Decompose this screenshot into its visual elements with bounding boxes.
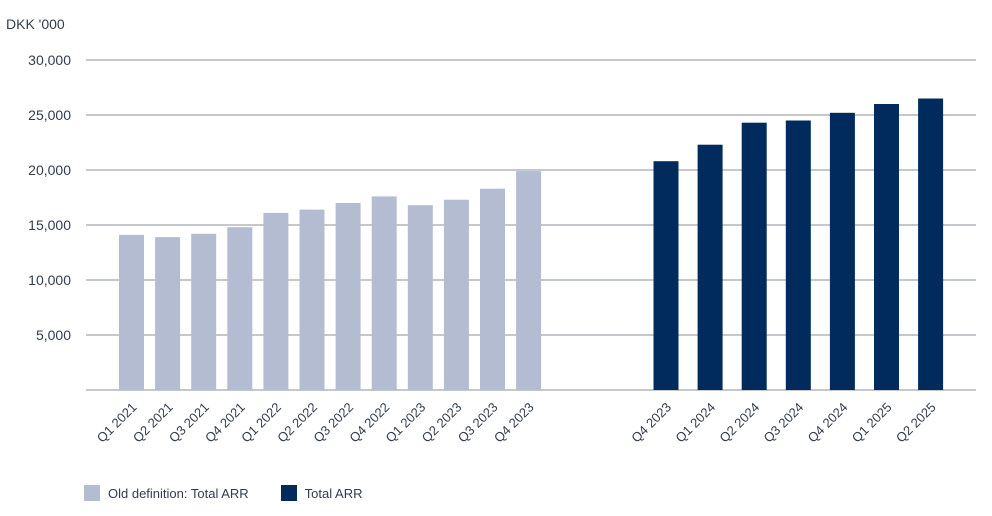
x-tick-label: Q2 2025 xyxy=(893,400,939,446)
bar-old-definition xyxy=(119,234,144,390)
bar-old-definition xyxy=(480,188,505,390)
legend-item-old-definition: Old definition: Total ARR xyxy=(84,485,249,501)
bar-old-definition xyxy=(371,196,397,390)
y-tick-label: 30,000 xyxy=(28,52,71,68)
x-tick-label: Q2 2024 xyxy=(716,400,762,446)
bar-total-arr xyxy=(829,112,855,391)
bar-old-definition xyxy=(263,212,289,390)
y-tick-label: 10,000 xyxy=(28,272,71,288)
bar-old-definition xyxy=(443,199,469,390)
x-tick-label: Q4 2024 xyxy=(805,400,851,446)
x-tick-label: Q4 2023 xyxy=(491,400,537,446)
x-tick-label: Q1 2025 xyxy=(849,400,895,446)
bar-total-arr xyxy=(697,144,723,390)
bar-old-definition xyxy=(155,237,181,390)
legend-swatch-total-arr xyxy=(280,485,297,501)
y-tick-label: 25,000 xyxy=(28,107,71,123)
chart-legend: Old definition: Total ARR Total ARR xyxy=(84,485,394,501)
bar-total-arr xyxy=(741,122,767,390)
y-tick-label: 15,000 xyxy=(28,217,71,233)
bar-old-definition xyxy=(191,233,217,390)
legend-swatch-old-definition xyxy=(84,485,100,501)
bar-old-definition xyxy=(299,209,325,390)
legend-label-total-arr: Total ARR xyxy=(304,485,363,501)
y-axis-unit-label: DKK '000 xyxy=(6,16,65,32)
bar-total-arr xyxy=(918,98,944,390)
bar-old-definition xyxy=(227,227,253,390)
bar-total-arr xyxy=(874,104,899,390)
x-tick-label: Q4 2023 xyxy=(628,400,674,446)
x-tick-label: Q3 2024 xyxy=(761,400,807,446)
bar-old-definition xyxy=(407,205,433,390)
bar-old-definition xyxy=(516,171,542,390)
legend-item-total-arr: Total ARR xyxy=(280,485,363,501)
bar-old-definition xyxy=(335,203,361,390)
legend-label-old-definition: Old definition: Total ARR xyxy=(108,485,249,501)
y-tick-label: 5,000 xyxy=(36,327,71,343)
x-tick-label: Q1 2024 xyxy=(672,400,718,446)
bar-total-arr xyxy=(653,161,679,390)
bar-total-arr xyxy=(785,120,811,390)
y-tick-label: 20,000 xyxy=(28,162,71,178)
